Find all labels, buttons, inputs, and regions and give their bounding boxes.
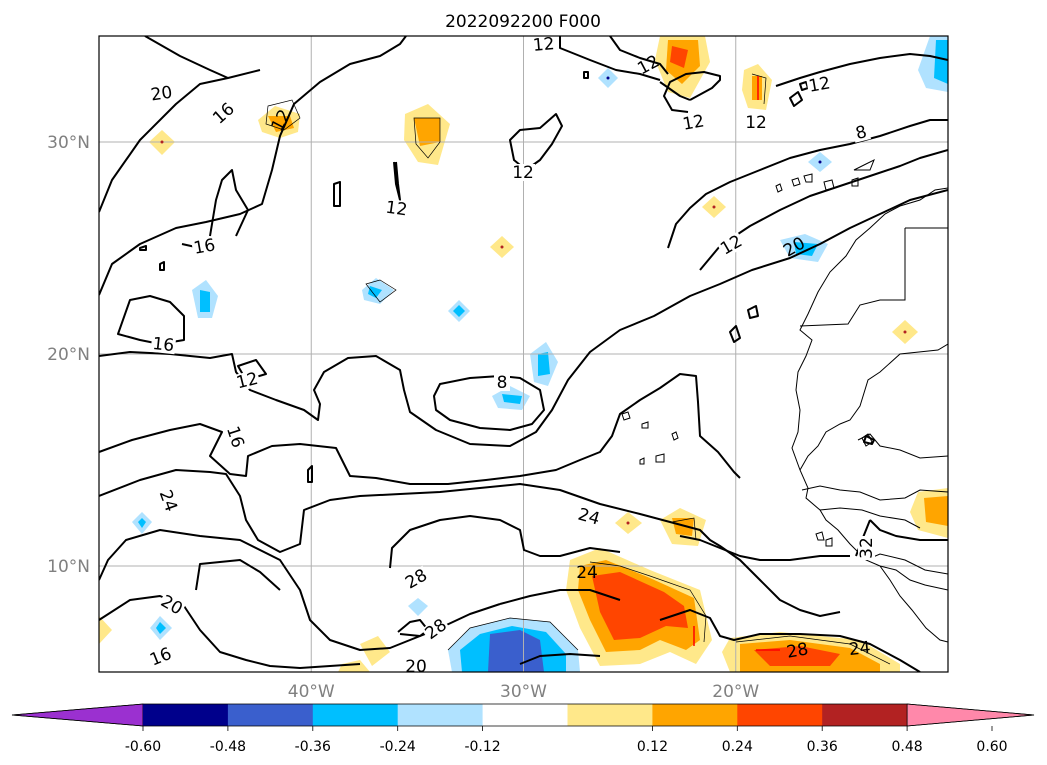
negative-anomaly-patch <box>192 280 218 318</box>
positive-anomaly-patch <box>660 508 706 546</box>
contour-label: 8 <box>497 373 508 393</box>
contour-label: 12 <box>384 198 408 221</box>
contour-label: 32 <box>857 537 877 559</box>
lon-tick-label: 30°W <box>500 682 547 702</box>
negative-anomaly-patch <box>150 616 172 640</box>
colorbar-extend-high <box>906 703 1035 727</box>
negative-anomaly-patch <box>530 342 558 386</box>
colorbar-tick-label: -0.48 <box>210 739 246 755</box>
colorbar-segment <box>652 704 738 726</box>
patch-outlines <box>265 73 891 665</box>
contour-label: 16 <box>192 235 217 258</box>
lat-tick-label: 30°N <box>47 133 90 153</box>
anomaly-fill-layer <box>99 36 948 672</box>
positive-anomaly-patch <box>404 104 450 165</box>
colorbar-segment <box>482 704 568 726</box>
map-area: 20 16 12 12 12 12 12 12 8 16 12 16 12 12… <box>99 34 948 677</box>
colorbar-segment <box>822 704 908 726</box>
contour-label: 24 <box>848 638 872 660</box>
colorbar-segment <box>737 704 823 726</box>
point-markers <box>160 76 907 525</box>
lat-tick-label: 20°N <box>47 345 90 365</box>
latitude-labels: 30°N 20°N 10°N <box>47 133 90 577</box>
colorbar-tick-label: -0.36 <box>295 739 331 755</box>
colorbar-tick-label: -0.24 <box>380 739 416 755</box>
longitude-labels: 40°W 30°W 20°W <box>288 682 760 702</box>
colorbar-tick-label: -0.60 <box>125 739 161 755</box>
lat-tick-label: 10°N <box>47 557 90 577</box>
colorbar-segment <box>227 704 314 726</box>
lon-tick-label: 40°W <box>288 682 335 702</box>
negative-anomaly-patch <box>918 36 948 92</box>
contour-label: 12 <box>745 113 767 133</box>
positive-anomaly-patch <box>338 636 390 672</box>
contour-label: 8 <box>854 122 869 144</box>
positive-anomaly-patch <box>99 616 112 644</box>
positive-anomaly-patch <box>722 632 900 672</box>
colorbar-tick-label: 0.24 <box>722 739 753 755</box>
negative-anomaly-patch <box>448 300 470 322</box>
contour-label: 12 <box>512 163 534 183</box>
colorbar: -0.60 -0.48 -0.36 -0.24 -0.12 0.12 0.24 0.36 0.4… <box>11 703 1035 755</box>
colorbar-tick-label: 0.48 <box>892 739 923 755</box>
negative-anomaly-patch <box>492 386 530 410</box>
map-frame <box>98 35 949 673</box>
contour-label: 24 <box>576 563 598 583</box>
positive-anomaly-patch <box>566 548 712 666</box>
contour-label: 20 <box>405 657 427 677</box>
colorbar-tick-label: -0.12 <box>464 739 500 755</box>
negative-anomaly-patch <box>448 618 580 672</box>
contour-label: 12 <box>532 34 555 56</box>
contour-label: 28 <box>785 639 810 662</box>
contour-label: 20 <box>149 83 173 106</box>
colorbar-segment <box>312 704 399 726</box>
contour-label: 12 <box>807 73 832 96</box>
positive-anomaly-patch <box>910 488 948 538</box>
contour-label: 16 <box>152 334 176 356</box>
colorbar-tick-label: 0.12 <box>637 739 668 755</box>
colorbar-segment <box>567 704 653 726</box>
red-marks <box>693 76 780 651</box>
colorbar-segment <box>397 704 484 726</box>
figure-title: 2022092200 F000 <box>445 12 601 32</box>
negative-anomaly-patch <box>408 598 428 616</box>
contour-label: 12 <box>681 111 706 134</box>
negative-anomaly-patch <box>132 512 152 534</box>
colorbar-tick-label: 0.36 <box>807 739 838 755</box>
colorbar-segment <box>143 704 229 726</box>
lon-tick-label: 20°W <box>712 682 759 702</box>
colorbar-extend-low <box>11 703 144 727</box>
colorbar-tick-label: 0.60 <box>976 739 1007 755</box>
